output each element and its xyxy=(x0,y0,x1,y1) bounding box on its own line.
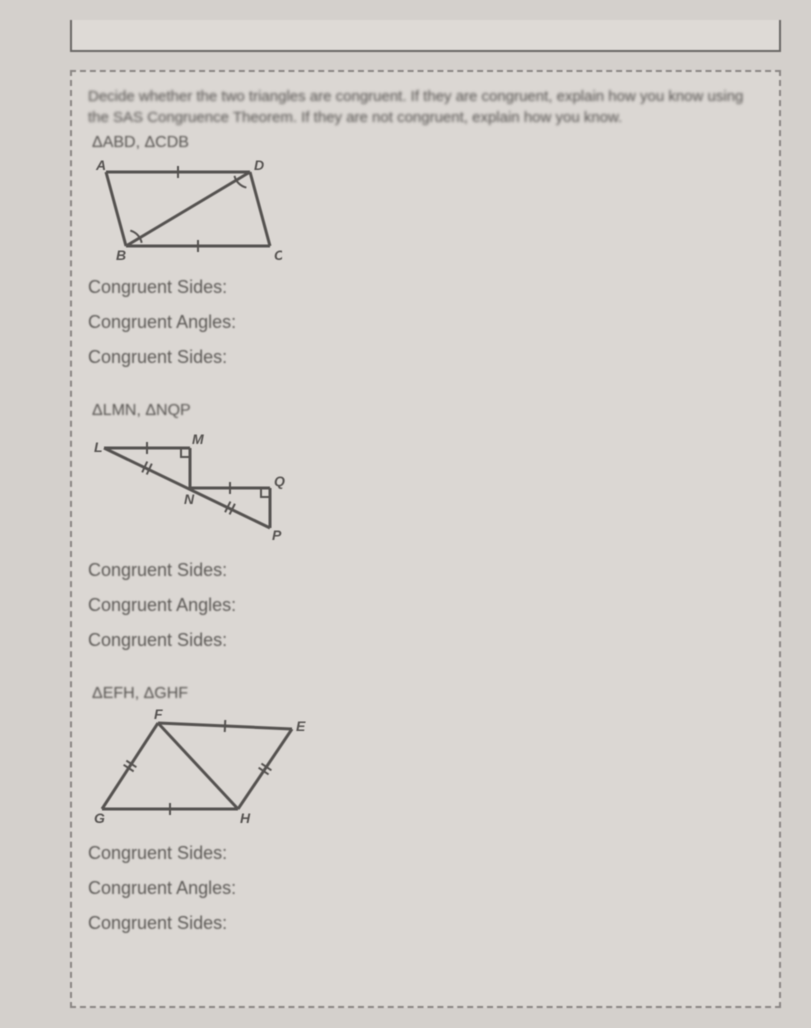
problem-3-figure: F E G H xyxy=(92,709,763,829)
problem-1-row-3: Congruent Sides: xyxy=(88,347,763,368)
svg-text:C: C xyxy=(274,247,282,263)
instructions-text: Decide whether the two triangles are con… xyxy=(88,86,763,128)
svg-text:Q: Q xyxy=(274,473,285,489)
previous-box-fragment xyxy=(70,20,781,52)
problem-3-row-2: Congruent Angles: xyxy=(88,878,763,899)
svg-text:G: G xyxy=(94,810,105,826)
svg-text:P: P xyxy=(272,527,282,543)
problem-1-label: ΔABD, ΔCDB xyxy=(92,134,763,152)
svg-text:N: N xyxy=(184,491,195,507)
problem-2-row-2: Congruent Angles: xyxy=(88,595,763,616)
problem-3-row-3: Congruent Sides: xyxy=(88,913,763,934)
problem-2-label: ΔLMN, ΔNQP xyxy=(92,402,763,420)
problem-1-figure: A D B C xyxy=(92,158,763,263)
svg-text:B: B xyxy=(116,247,126,263)
problem-box: Decide whether the two triangles are con… xyxy=(70,70,781,1008)
problem-1-row-2: Congruent Angles: xyxy=(88,312,763,333)
problem-3-row-1: Congruent Sides: xyxy=(88,843,763,864)
problem-2-row-3: Congruent Sides: xyxy=(88,630,763,651)
svg-text:A: A xyxy=(95,158,106,173)
svg-text:F: F xyxy=(154,709,163,722)
problem-3-label: ΔEFH, ΔGHF xyxy=(92,685,763,703)
svg-text:H: H xyxy=(240,810,251,826)
problem-2-row-1: Congruent Sides: xyxy=(88,560,763,581)
problem-2-figure: L M N Q P xyxy=(92,426,763,546)
svg-text:M: M xyxy=(192,431,204,447)
problem-1-row-1: Congruent Sides: xyxy=(88,277,763,298)
svg-text:L: L xyxy=(94,439,103,455)
svg-text:D: D xyxy=(254,158,264,173)
svg-text:E: E xyxy=(296,718,306,734)
